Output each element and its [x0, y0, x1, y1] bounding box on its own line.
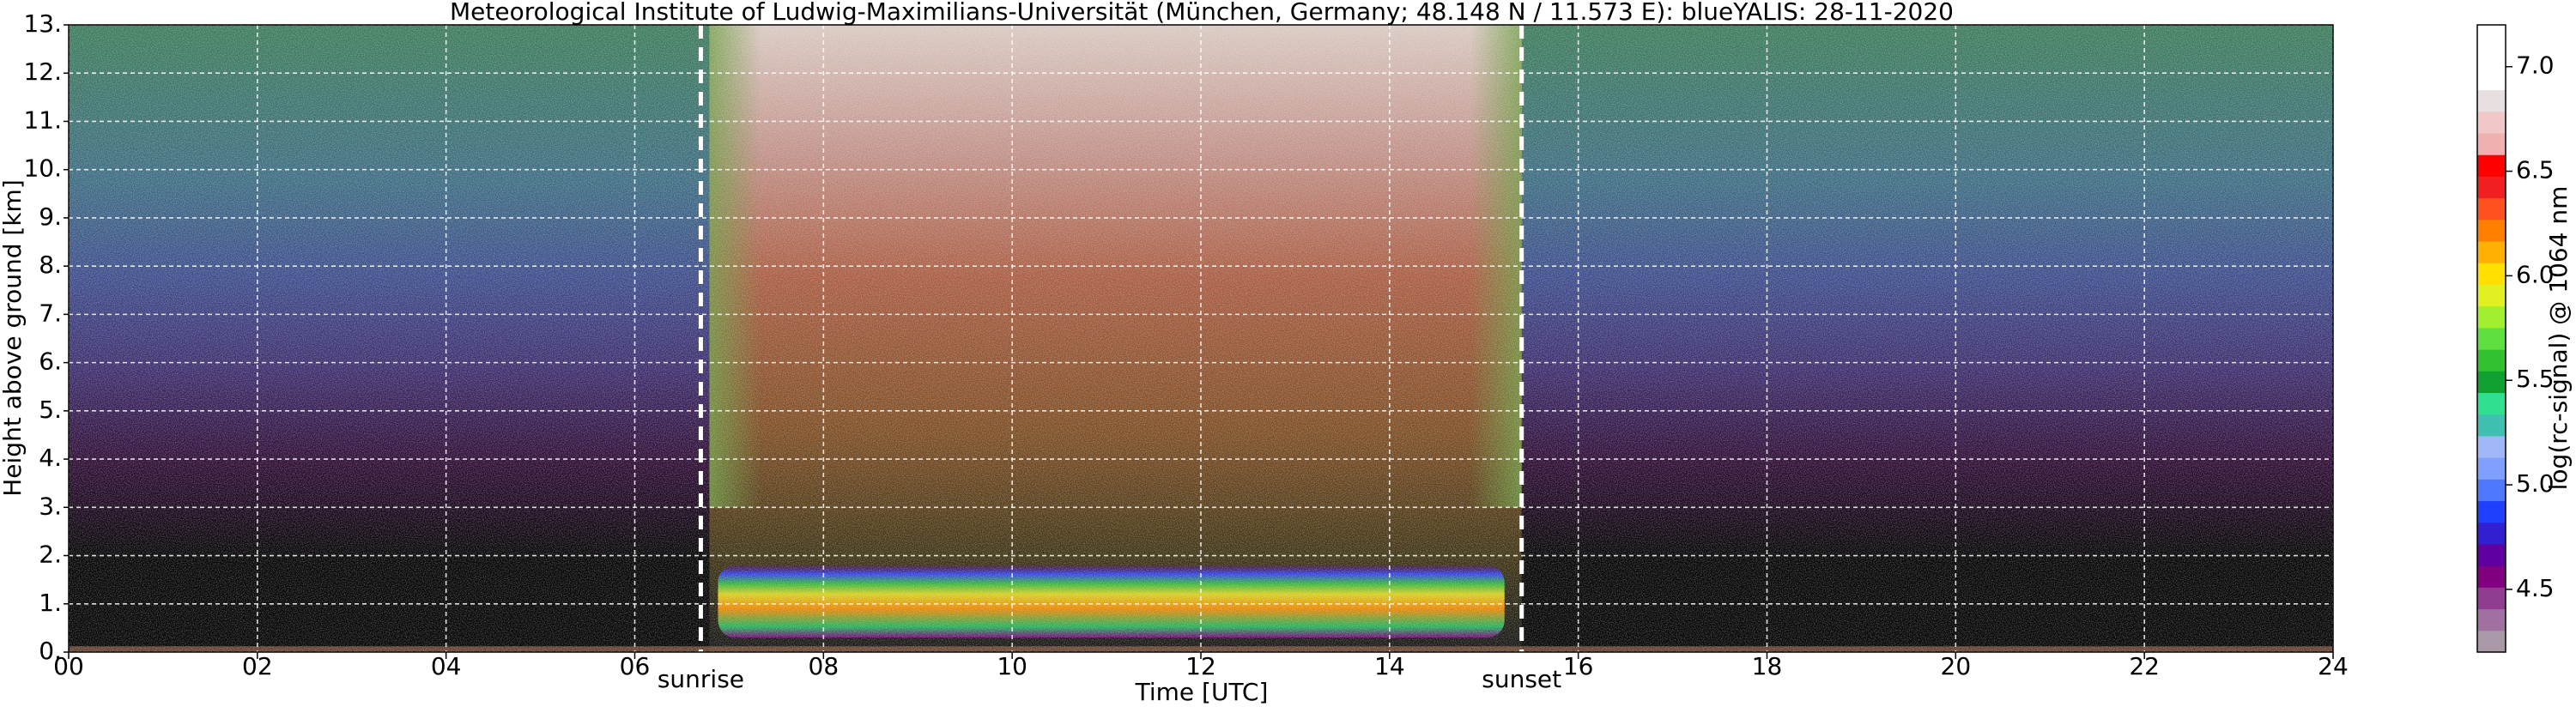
colorbar-segment: [2477, 241, 2506, 263]
colorbar-tick-label: 6.0: [2516, 260, 2555, 288]
colorbar-segment: [2477, 327, 2506, 350]
colorbar-segment: [2477, 371, 2506, 394]
colorbar-segment: [2477, 46, 2506, 69]
colorbar-tick-label: 5.0: [2516, 469, 2555, 498]
y-tick-label: 2.: [39, 541, 62, 569]
colorbar-tick-label: 6.5: [2516, 156, 2555, 184]
colorbar-segment: [2477, 68, 2506, 91]
colorbar-segment: [2477, 133, 2506, 155]
x-tick-label: 22: [2129, 652, 2160, 680]
colorbar-segment: [2477, 500, 2506, 523]
x-tick-label: 00: [53, 652, 84, 680]
y-axis-label: Height above ground [km]: [0, 179, 27, 497]
y-tick-label: 6.: [39, 347, 62, 376]
colorbar-segment: [2477, 457, 2506, 480]
colorbar-segment: [2477, 414, 2506, 437]
colorbar-tick-label: 7.0: [2516, 51, 2555, 80]
colorbar-segment: [2477, 479, 2506, 502]
colorbar-segment: [2477, 25, 2506, 47]
y-tick-label: 5.: [39, 396, 62, 424]
colorbar-segment: [2477, 565, 2506, 588]
y-tick-label: 0.: [39, 637, 62, 665]
y-tick-label: 8.: [39, 251, 62, 279]
x-tick-label: 24: [2318, 652, 2349, 680]
colorbar-segment: [2477, 111, 2506, 134]
y-tick-label: 13.: [23, 9, 62, 38]
chart-title: Meteorological Institute of Ludwig-Maxim…: [450, 0, 1954, 26]
colorbar-segment: [2477, 154, 2506, 177]
x-tick-label: 06: [620, 652, 651, 680]
colorbar-label: log(rc-signal) @ 1064 nm: [2544, 186, 2573, 491]
y-tick-label: 3.: [39, 492, 62, 520]
x-axis-label: Time [UTC]: [1135, 678, 1269, 706]
colorbar-segment: [2477, 219, 2506, 242]
x-tick-label: 14: [1374, 652, 1405, 680]
x-tick-label: 16: [1563, 652, 1594, 680]
y-tick-label: 10.: [23, 154, 62, 183]
y-tick-label: 11.: [23, 106, 62, 134]
y-tick-label: 12.: [23, 57, 62, 86]
x-tick-label: 12: [1185, 652, 1216, 680]
plot-frame: [68, 24, 2334, 653]
annotation-label: sunrise: [658, 665, 744, 693]
colorbar-tick-label: 4.5: [2516, 574, 2555, 602]
colorbar-segment: [2477, 630, 2506, 653]
y-tick-label: 1.: [39, 589, 62, 617]
y-tick-label: 9.: [39, 202, 62, 231]
colorbar-segment: [2477, 305, 2506, 329]
annotation-label: sunset: [1482, 665, 1561, 693]
x-tick-label: 20: [1941, 652, 1972, 680]
colorbar-segment: [2477, 263, 2506, 285]
x-tick-label: 04: [431, 652, 462, 680]
colorbar-segment: [2477, 587, 2506, 610]
x-tick-label: 08: [809, 652, 839, 680]
colorbar-segment: [2477, 522, 2506, 545]
y-tick-label: 4.: [39, 444, 62, 472]
colorbar-frame: [2476, 24, 2506, 653]
x-tick-label: 10: [997, 652, 1027, 680]
axes: [64, 24, 2334, 659]
colorbar-segment: [2477, 349, 2506, 372]
x-tick-label: 02: [242, 652, 273, 680]
colorbar-tick-label: 5.5: [2516, 365, 2555, 393]
colorbar-segment: [2477, 608, 2506, 631]
colorbar-segment: [2477, 89, 2506, 112]
x-tick-label: 18: [1752, 652, 1783, 680]
colorbar-segment: [2477, 176, 2506, 199]
colorbar-segment: [2477, 543, 2506, 566]
colorbar-segment: [2477, 392, 2506, 415]
colorbar-segment: [2477, 284, 2506, 307]
colorbar-segment: [2477, 435, 2506, 458]
y-tick-label: 7.: [39, 299, 62, 327]
colorbar-segment: [2477, 197, 2506, 221]
